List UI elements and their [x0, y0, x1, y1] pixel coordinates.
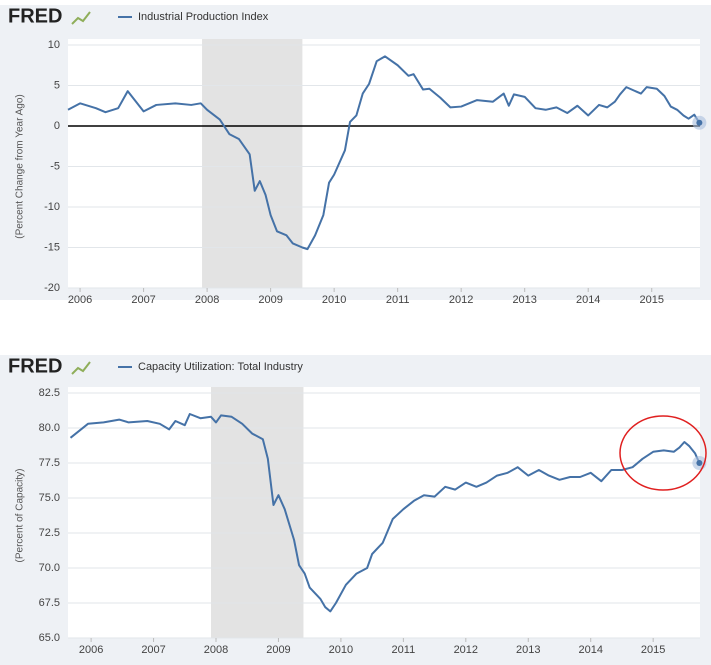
x-tick-label: 2007: [141, 644, 165, 656]
x-tick-label: 2013: [512, 294, 536, 306]
y-axis-label: (Percent of Capacity): [15, 469, 26, 563]
x-tick-label: 2011: [392, 644, 416, 656]
end-point: [696, 460, 703, 466]
logo: FRED: [8, 5, 62, 27]
recession-shade: [211, 387, 304, 638]
y-tick-label: -10: [44, 201, 60, 213]
y-tick-label: 65.0: [39, 632, 60, 644]
x-tick-label: 2008: [195, 294, 219, 306]
x-tick-label: 2008: [204, 644, 228, 656]
x-tick-label: 2012: [454, 644, 478, 656]
x-tick-label: 2006: [79, 644, 103, 656]
y-tick-label: -15: [44, 241, 60, 253]
recession-shade: [202, 39, 303, 288]
legend-label: Industrial Production Index: [138, 11, 269, 23]
x-tick-label: 2010: [329, 644, 353, 656]
x-tick-label: 2014: [578, 644, 602, 656]
end-point: [696, 119, 703, 126]
y-tick-label: 82.5: [39, 387, 60, 399]
plot-bg: [68, 387, 700, 638]
chart: -20 -15 -10 -5 0 5 10 2006 2007 2008 2009 2010 2011 2…: [0, 5, 711, 306]
plot-bg: [68, 39, 700, 288]
y-tick-label: -5: [50, 160, 60, 172]
y-tick-label: 72.5: [39, 527, 60, 539]
y-tick-label: 77.5: [39, 457, 60, 469]
x-tick-label: 2006: [68, 294, 92, 306]
series-line: [67, 55, 701, 251]
logo: FRED: [8, 355, 62, 377]
y-tick-label: 75.0: [39, 492, 60, 504]
x-tick-label: 2013: [516, 644, 540, 656]
y-tick-label: 67.5: [39, 597, 60, 609]
series-line: [69, 413, 701, 613]
highlight-circle: [619, 415, 707, 491]
y-axis-label: (Percent Change from Year Ago): [15, 94, 26, 239]
x-tick-label: 2014: [576, 294, 600, 306]
y-tick-label: 80.0: [39, 422, 60, 434]
x-tick-label: 2009: [258, 294, 282, 306]
logo-icon: [71, 11, 91, 25]
x-tick-label: 2007: [131, 294, 155, 306]
x-tick-label: 2009: [266, 644, 290, 656]
y-tick-label: 5: [54, 79, 60, 91]
y-tick-label: -20: [44, 282, 60, 294]
x-tick-label: 2015: [641, 644, 665, 656]
legend-label: Capacity Utilization: Total Industry: [138, 361, 303, 373]
y-tick-label: 70.0: [39, 562, 60, 574]
x-tick-label: 2012: [449, 294, 473, 306]
logo-icon: [71, 361, 91, 375]
x-tick-label: 2011: [386, 294, 410, 306]
x-tick-label: 2015: [639, 294, 663, 306]
x-tick-label: 2010: [322, 294, 346, 306]
y-tick-label: 10: [48, 39, 60, 51]
y-tick-label: 0: [54, 120, 60, 132]
chart: 65.0 67.5 70.0 72.5 75.0 77.5 80.0 82.5 2006 2007…: [0, 355, 711, 665]
